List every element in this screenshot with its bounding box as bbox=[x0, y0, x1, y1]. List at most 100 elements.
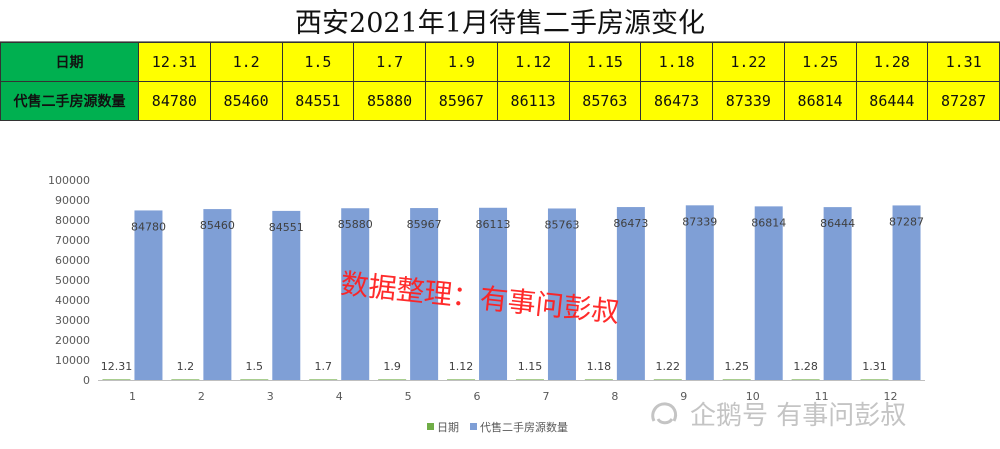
table-cell-count: 86473 bbox=[640, 81, 713, 121]
y-tick-label: 90000 bbox=[55, 194, 90, 207]
bar-count bbox=[685, 205, 714, 380]
bar-date bbox=[171, 379, 200, 380]
x-tick-label: 11 bbox=[815, 390, 829, 403]
table-cell-date: 1.5 bbox=[281, 42, 355, 82]
table-cell-date: 1.15 bbox=[568, 42, 642, 82]
x-tick-label: 2 bbox=[198, 390, 205, 403]
table-cell-date: 1.25 bbox=[783, 42, 857, 82]
bar-date bbox=[309, 379, 338, 380]
data-label-date: 1.9 bbox=[383, 360, 401, 373]
bar-date bbox=[722, 379, 751, 380]
table-cell-date: 1.7 bbox=[353, 42, 426, 82]
bar-count bbox=[479, 207, 508, 380]
y-tick-label: 60000 bbox=[55, 254, 90, 267]
table-cell-date: 1.2 bbox=[209, 42, 283, 82]
x-tick-label: 5 bbox=[405, 390, 412, 403]
data-label-count: 87339 bbox=[682, 215, 717, 228]
table-row-dates: 日期 12.31 1.2 1.5 1.7 1.9 1.12 1.15 1.18 … bbox=[0, 42, 1000, 82]
bar-date bbox=[860, 379, 889, 380]
x-tick-label: 12 bbox=[884, 390, 898, 403]
data-label-count: 85967 bbox=[407, 218, 442, 231]
data-table: 日期 12.31 1.2 1.5 1.7 1.9 1.12 1.15 1.18 … bbox=[0, 42, 1000, 121]
table-cell-count: 85763 bbox=[568, 81, 642, 121]
bar-date bbox=[584, 379, 613, 380]
table-cell-count: 86444 bbox=[855, 81, 929, 121]
x-tick-label: 8 bbox=[611, 390, 618, 403]
data-label-count: 84551 bbox=[269, 221, 304, 234]
bar-date bbox=[447, 379, 476, 380]
data-label-count: 85460 bbox=[200, 219, 235, 232]
table-cell-count: 85460 bbox=[209, 81, 283, 121]
data-label-date: 1.31 bbox=[862, 360, 887, 373]
bar-count bbox=[134, 210, 163, 380]
table-cell-count: 85880 bbox=[353, 81, 426, 121]
data-label-count: 84780 bbox=[131, 220, 166, 233]
y-tick-label: 80000 bbox=[55, 214, 90, 227]
table-cell-count: 85967 bbox=[425, 81, 498, 121]
penguin-logo-icon bbox=[651, 401, 678, 424]
data-label-date: 1.15 bbox=[518, 360, 543, 373]
bar-count bbox=[203, 209, 232, 380]
legend-label: 日期 bbox=[437, 421, 459, 434]
table-cell-date: 1.18 bbox=[640, 42, 713, 82]
bar-date bbox=[102, 379, 131, 380]
bar-date bbox=[240, 379, 269, 380]
bar-count bbox=[547, 208, 576, 380]
legend-label: 代售二手房源数量 bbox=[480, 420, 568, 434]
table-cell-count: 86113 bbox=[496, 81, 570, 121]
table-cell-date: 1.22 bbox=[712, 42, 785, 82]
data-label-date: 1.28 bbox=[793, 360, 818, 373]
x-tick-label: 10 bbox=[746, 390, 760, 403]
data-label-date: 12.31 bbox=[101, 360, 133, 373]
x-tick-label: 1 bbox=[129, 390, 136, 403]
x-tick-label: 3 bbox=[267, 390, 274, 403]
row-header-date: 日期 bbox=[0, 42, 139, 82]
table-cell-count: 86814 bbox=[783, 81, 857, 121]
table-cell-count: 87339 bbox=[712, 81, 785, 121]
y-tick-label: 10000 bbox=[55, 354, 90, 367]
data-label-count: 85763 bbox=[544, 218, 579, 231]
x-tick-label: 9 bbox=[680, 390, 687, 403]
table-cell-count: 84551 bbox=[281, 81, 355, 121]
bar-date bbox=[378, 379, 407, 380]
table-row-counts: 代售二手房源数量 84780 85460 84551 85880 85967 8… bbox=[0, 81, 1000, 121]
y-tick-label: 30000 bbox=[55, 314, 90, 327]
bar-chart: 0 10000 20000 30000 40000 50000 60000 70000 8000… bbox=[48, 174, 925, 434]
y-tick-label: 0 bbox=[83, 374, 90, 387]
data-label-count: 86444 bbox=[820, 217, 855, 230]
brand-watermark: 企鹅号 有事问彭叔 bbox=[648, 395, 906, 432]
chart-area: 0 10000 20000 30000 40000 50000 60000 70000 8000… bbox=[0, 122, 1000, 445]
bar-count bbox=[410, 208, 439, 380]
row-header-count: 代售二手房源数量 bbox=[0, 81, 139, 121]
data-label-date: 1.12 bbox=[449, 360, 474, 373]
brand-text: 企鹅号 有事问彭叔 bbox=[690, 401, 907, 431]
bar-count bbox=[754, 206, 783, 380]
data-label-date: 1.18 bbox=[587, 360, 612, 373]
data-label-date: 1.2 bbox=[177, 360, 195, 373]
data-label-count: 86473 bbox=[613, 217, 648, 230]
legend-swatch bbox=[427, 423, 434, 430]
legend-swatch bbox=[470, 423, 477, 430]
bar-date bbox=[515, 379, 544, 380]
data-label-date: 1.5 bbox=[246, 360, 264, 373]
table-cell-date: 12.31 bbox=[138, 42, 211, 82]
y-tick-label: 70000 bbox=[55, 234, 90, 247]
data-label-count: 85880 bbox=[338, 218, 373, 231]
y-tick-label: 40000 bbox=[55, 294, 90, 307]
bar-count bbox=[616, 207, 645, 380]
y-tick-label: 20000 bbox=[55, 334, 90, 347]
x-tick-label: 4 bbox=[336, 390, 343, 403]
table-cell-date: 1.12 bbox=[496, 42, 570, 82]
y-tick-label: 100000 bbox=[48, 174, 90, 187]
bar-count bbox=[341, 208, 370, 380]
data-label-date: 1.22 bbox=[656, 360, 681, 373]
bar-date bbox=[653, 379, 682, 380]
y-tick-label: 50000 bbox=[55, 274, 90, 287]
page-title: 西安2021年1月待售二手房源变化 bbox=[0, 0, 1000, 42]
x-tick-label: 7 bbox=[542, 390, 549, 403]
table-cell-date: 1.28 bbox=[855, 42, 929, 82]
table-cell-date: 1.9 bbox=[425, 42, 498, 82]
data-label-count: 87287 bbox=[889, 215, 924, 228]
bar-count bbox=[272, 210, 301, 380]
bar-count bbox=[823, 207, 852, 380]
